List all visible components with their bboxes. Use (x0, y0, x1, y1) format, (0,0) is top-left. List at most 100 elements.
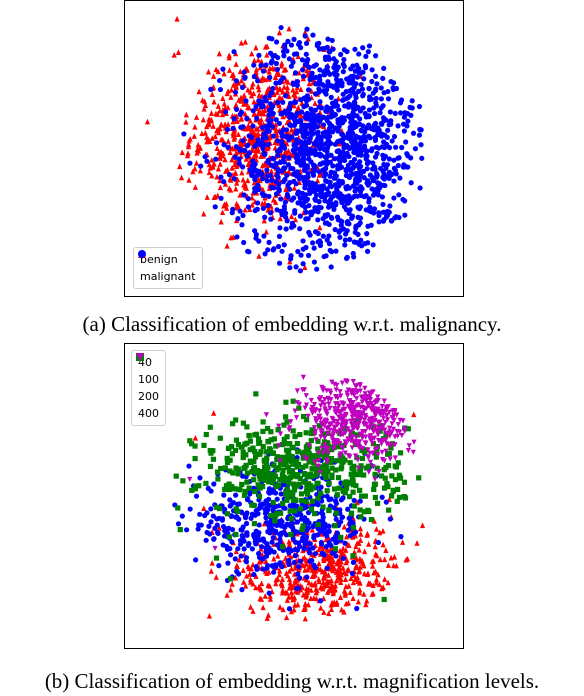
data-point-40 (320, 554, 327, 561)
data-point-400 (392, 455, 398, 461)
data-point-malignant (315, 230, 321, 237)
data-point-malignant (198, 163, 204, 169)
data-point-40 (403, 556, 409, 563)
data-point-benign (228, 177, 234, 183)
data-point-200 (336, 485, 342, 491)
data-point-malignant (400, 196, 406, 203)
data-point-malignant (266, 193, 272, 199)
data-point-200 (286, 469, 293, 475)
data-point-400 (342, 450, 348, 456)
data-point-benign (298, 86, 304, 92)
data-point-100 (236, 501, 242, 507)
data-point-malignant (317, 239, 324, 246)
data-point-400 (365, 403, 371, 409)
data-point-malignant (270, 53, 276, 59)
data-point-40 (291, 581, 297, 588)
data-point-400 (328, 421, 335, 427)
data-point-400 (362, 391, 368, 397)
data-point-100 (292, 553, 299, 559)
data-point-400 (325, 395, 331, 401)
data-point-100 (256, 522, 262, 528)
scatter-panel-malignancy: benign malignant (124, 0, 464, 297)
data-point-40 (250, 608, 256, 614)
data-point-200 (347, 460, 353, 466)
data-point-200 (395, 460, 401, 466)
data-point-malignant (330, 163, 336, 169)
data-point-200 (359, 455, 366, 461)
data-point-100 (333, 516, 339, 522)
data-point-100 (324, 493, 330, 499)
data-point-40 (335, 574, 342, 580)
data-point-40 (323, 581, 329, 588)
data-point-benign (233, 61, 239, 67)
data-point-400 (326, 401, 332, 407)
data-point-malignant (343, 255, 350, 261)
data-point-40 (229, 581, 235, 587)
data-point-200 (192, 443, 198, 449)
data-point-malignant (286, 56, 292, 62)
data-point-malignant (372, 53, 379, 59)
data-point-benign (228, 86, 235, 93)
data-point-400 (370, 428, 376, 434)
data-point-200 (264, 425, 271, 432)
data-point-400 (333, 387, 339, 393)
data-point-benign (204, 138, 210, 145)
data-point-40 (373, 526, 380, 532)
data-point-benign (222, 180, 229, 187)
data-point-40 (328, 583, 334, 589)
data-point-malignant (252, 167, 258, 173)
data-point-malignant (357, 188, 364, 195)
data-point-100 (398, 534, 404, 540)
data-point-malignant (311, 245, 317, 251)
data-point-malignant (350, 123, 356, 129)
data-point-200 (265, 470, 271, 476)
data-point-benign (229, 164, 235, 171)
data-point-malignant (290, 166, 296, 172)
data-point-malignant (403, 139, 409, 145)
data-point-100 (273, 564, 279, 570)
data-point-200 (288, 531, 294, 538)
data-point-200 (257, 451, 263, 457)
data-point-200 (308, 430, 315, 437)
data-point-200 (175, 505, 181, 511)
data-point-100 (263, 549, 269, 555)
data-point-malignant (299, 67, 306, 73)
data-point-malignant (281, 206, 288, 212)
data-point-200 (307, 471, 313, 477)
data-point-400 (324, 418, 330, 425)
data-point-benign (196, 88, 202, 95)
data-point-200 (315, 466, 321, 472)
data-point-40 (330, 590, 336, 597)
data-point-malignant (274, 66, 280, 73)
data-point-malignant (245, 142, 251, 148)
data-point-40 (363, 601, 369, 608)
data-point-200 (338, 534, 344, 541)
data-point-40 (346, 582, 352, 589)
data-point-400 (318, 430, 325, 436)
data-point-400 (362, 385, 368, 391)
data-point-100 (206, 523, 212, 529)
data-point-100 (204, 510, 210, 516)
data-point-benign (276, 102, 282, 109)
data-point-400 (383, 437, 389, 443)
data-point-100 (253, 528, 259, 534)
data-point-40 (306, 586, 312, 593)
data-point-200 (272, 473, 278, 480)
data-point-100 (315, 525, 321, 532)
data-point-200 (378, 473, 385, 479)
data-point-benign (202, 129, 208, 136)
data-point-200 (259, 469, 265, 475)
data-point-200 (308, 506, 315, 512)
data-point-malignant (298, 139, 304, 145)
data-point-200 (262, 464, 268, 470)
data-point-malignant (416, 103, 423, 110)
data-point-benign (245, 104, 251, 110)
data-point-100 (208, 519, 214, 525)
data-point-benign (219, 111, 226, 118)
data-point-benign (211, 98, 217, 105)
data-point-40 (277, 604, 283, 610)
data-point-400 (333, 410, 339, 416)
data-point-100 (349, 570, 355, 576)
data-point-400 (316, 458, 322, 464)
data-point-benign (221, 70, 227, 77)
